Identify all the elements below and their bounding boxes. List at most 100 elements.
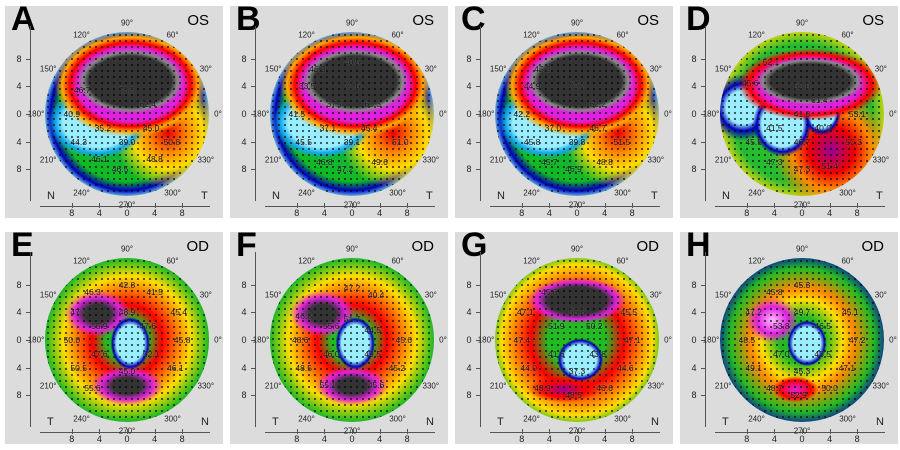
degree-label: 90° [570,18,584,28]
horizontal-tick-label: 4 [602,208,608,218]
vertical-tick-label: 0 [466,335,472,345]
axis-tick [251,86,256,88]
curvature-value: 73.5 [118,84,136,95]
degree-label: 240° [523,188,540,198]
curvature-value: 44.3 [70,136,87,147]
curvature-value: 47.6 [91,348,108,359]
axis-tick [604,429,606,434]
curvature-map [720,258,884,422]
degree-label: 300° [389,414,406,424]
curvature-value: 47.6 [139,321,156,332]
vertical-tick-label: 8 [16,279,22,290]
axis-tick [857,429,859,434]
grid-dots-overlay [495,32,659,196]
curvature-value: 62.4 [139,98,156,109]
degree-label: 0° [664,335,672,345]
horizontal-tick-label: 4 [321,434,327,444]
corner-label-right: N [426,416,434,428]
curvature-value: 42.2 [513,109,531,119]
axis-tick [476,58,481,60]
horizontal-tick-label: 0 [349,208,355,218]
vertical-tick-label: 4 [241,136,247,147]
vertical-tick-label: 4 [691,362,697,373]
axis-tick [476,169,481,171]
horizontal-tick-label: 0 [349,434,355,444]
horizontal-tick-label: 8 [744,434,750,444]
horizontal-tick-label: 0 [799,434,805,444]
horizontal-tick-label: 8 [629,208,635,218]
axis-tick [701,114,706,115]
degree-label: 90° [795,18,809,28]
axis-tick [71,203,73,208]
degree-label: 120° [523,30,540,40]
axis-tick [632,429,634,434]
curvature-value: 49.7 [793,307,811,318]
curvature-value: 47.2 [848,335,866,345]
horizontal-tick-label: 4 [377,434,383,444]
vertical-tick-label: 0 [16,335,22,345]
horizontal-tick-label: 0 [124,208,130,218]
curvature-value: 45.2 [388,362,406,373]
degree-label: 300° [164,414,181,424]
degree-label: 210° [39,155,57,164]
horizontal-tick-label: 4 [321,208,327,218]
axis-tick [701,58,706,60]
degree-label: 120° [73,256,90,266]
axis-tick [26,395,31,397]
vertical-tick-label: 8 [16,390,22,401]
horizontal-tick-label: 8 [629,434,635,444]
curvature-value: 49.1 [745,362,762,373]
curvature-value: 45.0 [142,122,160,133]
curvature-value: 46.9 [565,164,582,175]
curvature-value: 48.8 [596,157,613,168]
axis-tick [127,429,128,434]
corner-label-right: T [201,190,208,202]
horizontal-tick-label: 8 [294,434,300,444]
curvature-value: 48.5 [295,362,312,373]
curvature-value: 52.1 [142,348,160,359]
degree-label: 180° [477,335,495,345]
degree-label: 150° [489,64,507,73]
curvature-map [270,258,434,422]
corner-label-right: T [876,190,883,202]
axis-tick [476,367,481,369]
horizontal-tick-label: 4 [96,208,102,218]
axis-tick [632,203,634,208]
topography-panel-g: G OD 8 8 4 4 0 0 4 4 8 8 0° 30° 60° 90° 120° 150° 180° 210°… [455,226,673,444]
vertical-tick-label: 0 [241,335,247,345]
curvature-map [495,32,659,196]
panel-letter: F [236,226,257,264]
horizontal-tick-label: 4 [827,208,833,218]
axis-tick [71,429,73,434]
curvature-value: 47.1 [516,307,534,318]
degree-label: 270° [793,200,811,210]
curvature-value: 39.0 [118,136,136,147]
axis-tick [182,203,184,208]
degree-label: 210° [489,155,507,164]
vertical-tick-label: 8 [241,53,247,64]
curvature-map [270,32,434,196]
curvature-value: 35.2 [94,122,112,133]
degree-label: 180° [702,109,720,119]
curvature-value: 39.8 [568,136,586,147]
curvature-value: 48.5 [565,390,582,401]
vertical-axis [705,252,706,427]
curvature-value: 37.0 [544,122,562,133]
axis-tick [99,203,101,208]
curvature-value: 45.8 [523,136,541,147]
curvature-value: 46.7 [589,122,606,133]
degree-label: 120° [748,256,765,266]
corner-label-left: T [272,416,279,428]
curvature-value: 52.1 [762,57,780,68]
degree-label: 330° [647,155,665,164]
axis-tick [26,86,31,88]
curvature-value: 45.6 [741,77,759,88]
horizontal-tick-label: 4 [602,434,608,444]
corner-label-left: T [47,416,54,428]
horizontal-tick-label: 8 [854,208,860,218]
eye-label: OS [187,12,209,29]
axis-tick [251,284,256,286]
curvature-value: 47.2 [343,283,361,294]
degree-label: 120° [298,30,315,40]
degree-label: 300° [614,188,631,198]
